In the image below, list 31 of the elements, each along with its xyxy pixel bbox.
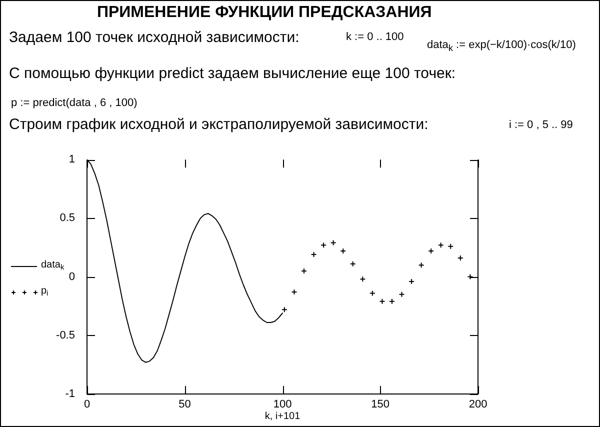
text: p := predict(data , 6 , 100) — [11, 97, 138, 110]
point — [418, 262, 424, 268]
chart-title: ПРИМЕНЕНИЕ ФУНКЦИИ ПРЕДСКАЗАНИЯ — [97, 4, 432, 22]
text: Строим график исходной и экстраполируемой зависимости: — [9, 116, 428, 134]
text: k := 0 .. 100 — [346, 31, 404, 44]
text: data$_{k}$ := exp(−k/100)·cos(k/10) — [427, 39, 576, 54]
y-tick-label: -0.5 — [56, 329, 75, 342]
point — [330, 240, 336, 246]
point — [467, 274, 474, 280]
point — [438, 242, 444, 248]
point — [369, 290, 376, 296]
point — [388, 298, 395, 304]
x-tick-label: 150 — [371, 398, 390, 411]
x-tick-label: 50 — [178, 398, 191, 411]
y-tick-label: 0 — [68, 270, 75, 283]
text: Задаем 100 точек исходной зависимости: — [9, 29, 300, 46]
point — [350, 260, 356, 267]
point — [448, 243, 454, 250]
point — [379, 298, 386, 304]
y-tick-label: 1 — [68, 154, 75, 166]
x-tick-label: 100 — [273, 398, 292, 411]
y-tick-label: -1 — [65, 388, 75, 400]
y-tick-label: 0.5 — [60, 212, 75, 224]
x-axis-title: k, i+101 — [264, 410, 301, 422]
x-tick-label: 200 — [468, 398, 488, 411]
point — [360, 276, 366, 282]
x-tick-label: 0 — [84, 398, 90, 411]
text: С помощью функции predict задаем вычисление еще 100 точек: — [9, 65, 456, 82]
text: i := 0 , 5 .. 99 — [509, 119, 573, 132]
point — [320, 242, 327, 248]
point — [398, 291, 405, 298]
